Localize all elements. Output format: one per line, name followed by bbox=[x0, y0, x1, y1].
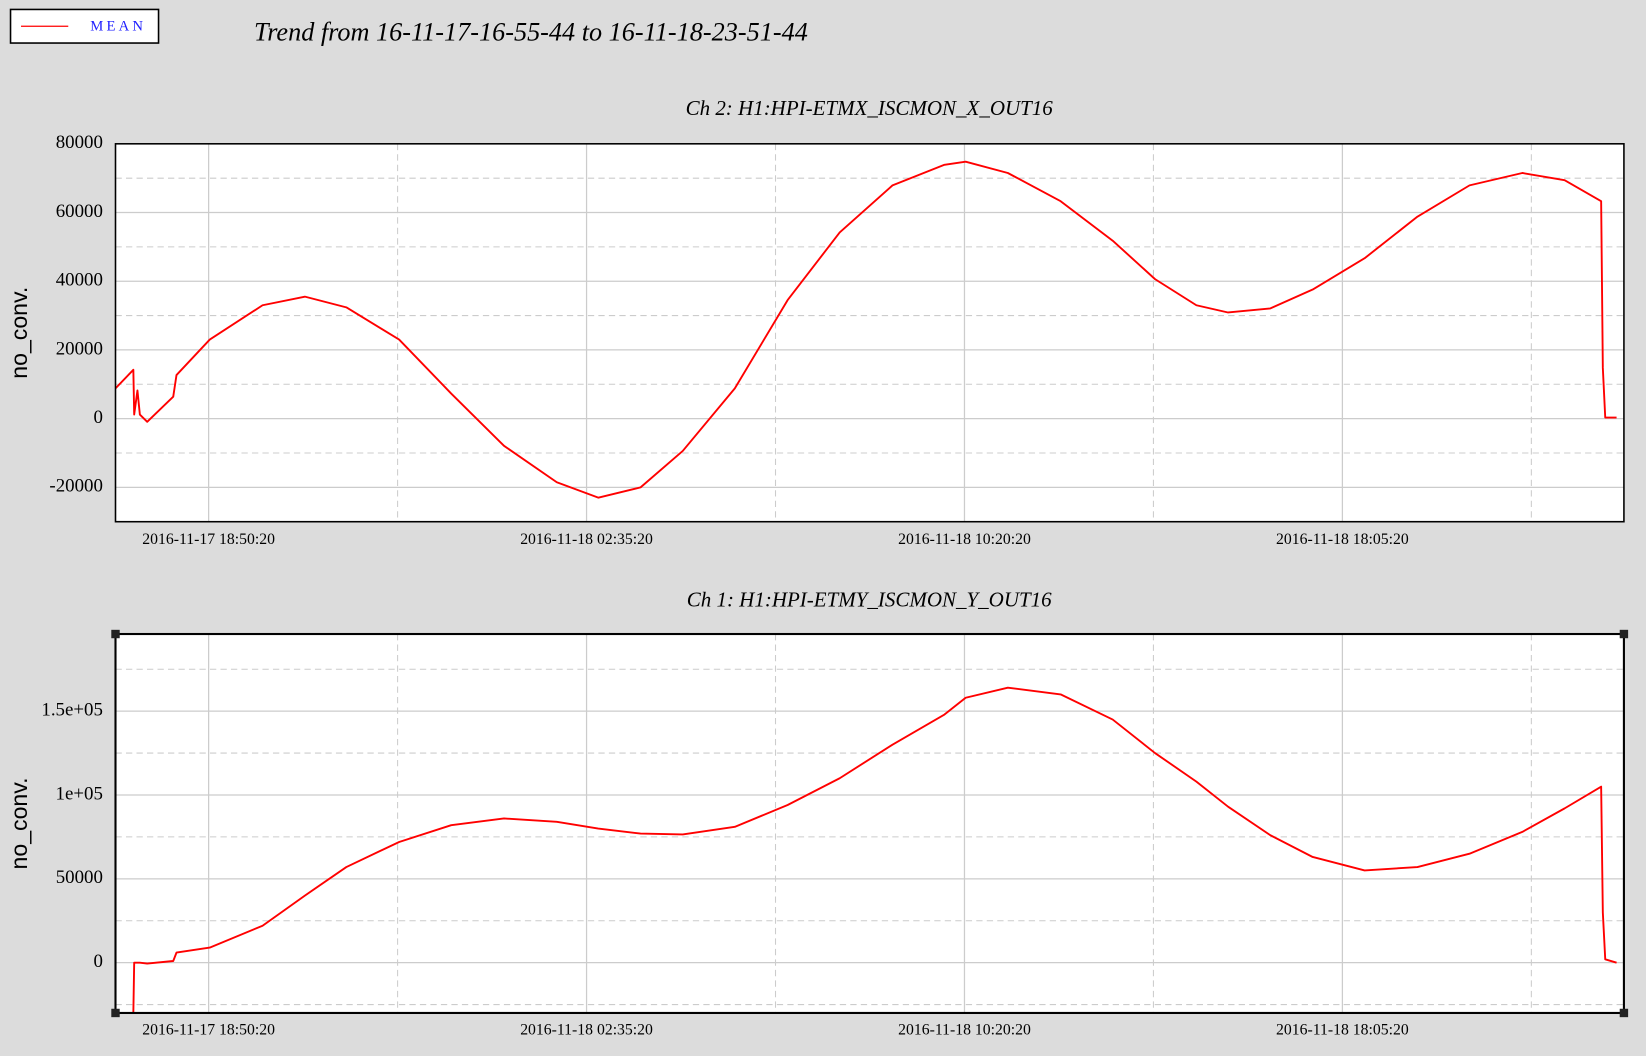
y-tick-label: 1e+05 bbox=[56, 783, 103, 804]
plot-frame bbox=[114, 632, 1625, 1015]
x-tick-label: 2016-11-17 18:50:20 bbox=[142, 1021, 275, 1038]
y-tick-label: 20000 bbox=[56, 338, 103, 359]
y-tick-label: 0 bbox=[93, 407, 102, 428]
x-tick-label: 2016-11-18 18:05:20 bbox=[1276, 531, 1409, 548]
x-tick-label: 2016-11-18 10:20:20 bbox=[898, 1021, 1031, 1038]
y-axis-label: no_conv. bbox=[6, 778, 32, 870]
resize-handle bbox=[1619, 629, 1629, 639]
y-tick-label: 0 bbox=[93, 951, 102, 972]
chart-title: Ch 2: H1:HPI-ETMX_ISCMON_X_OUT16 bbox=[686, 96, 1054, 120]
series-line bbox=[132, 686, 1617, 1013]
y-tick-label: -20000 bbox=[49, 476, 102, 497]
y-axis-label: no_conv. bbox=[6, 287, 32, 379]
page-title: Trend from 16-11-17-16-55-44 to 16-11-18… bbox=[254, 18, 808, 47]
plot-frame bbox=[114, 143, 1625, 523]
y-tick-label: 60000 bbox=[56, 201, 103, 222]
y-tick-label: 40000 bbox=[56, 270, 103, 291]
resize-handle bbox=[111, 629, 120, 639]
x-tick-label: 2016-11-17 18:50:20 bbox=[142, 531, 275, 548]
x-tick-label: 2016-11-18 18:05:20 bbox=[1276, 1021, 1409, 1038]
series-line bbox=[115, 160, 1617, 499]
x-tick-label: 2016-11-18 02:35:20 bbox=[520, 531, 653, 548]
x-tick-label: 2016-11-18 10:20:20 bbox=[898, 531, 1031, 548]
x-tick-label: 2016-11-18 02:35:20 bbox=[520, 1021, 653, 1038]
y-tick-label: 50000 bbox=[56, 867, 103, 888]
legend-label: MEAN bbox=[90, 19, 146, 35]
chart-title: Ch 1: H1:HPI-ETMY_ISCMON_Y_OUT16 bbox=[687, 587, 1052, 611]
plot-area bbox=[115, 143, 1624, 522]
y-tick-label: 80000 bbox=[56, 132, 103, 153]
resize-handle bbox=[1619, 1008, 1629, 1018]
y-tick-label: 1.5e+05 bbox=[41, 699, 103, 720]
plot-area bbox=[115, 634, 1624, 1013]
resize-handle bbox=[111, 1008, 120, 1018]
